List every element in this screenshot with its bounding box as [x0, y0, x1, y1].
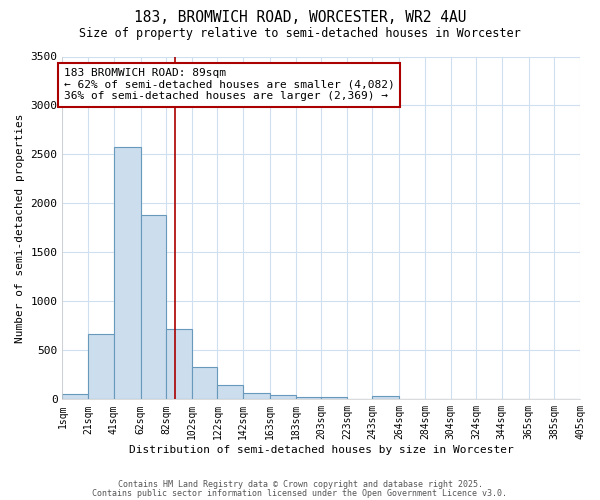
Bar: [243, 393, 270, 400]
Text: 183 BROMWICH ROAD: 89sqm
← 62% of semi-detached houses are smaller (4,082)
36% o: 183 BROMWICH ROAD: 89sqm ← 62% of semi-d…: [64, 68, 394, 102]
Bar: [217, 384, 243, 400]
Text: 183, BROMWICH ROAD, WORCESTER, WR2 4AU: 183, BROMWICH ROAD, WORCESTER, WR2 4AU: [134, 10, 466, 25]
Bar: [270, 396, 296, 400]
Bar: [321, 398, 347, 400]
Bar: [140, 215, 166, 400]
Bar: [166, 329, 192, 400]
X-axis label: Distribution of semi-detached houses by size in Worcester: Distribution of semi-detached houses by …: [129, 445, 514, 455]
Bar: [373, 396, 400, 400]
Bar: [62, 394, 88, 400]
Bar: [113, 146, 140, 400]
Bar: [88, 334, 113, 400]
Bar: [192, 367, 217, 400]
Text: Contains HM Land Registry data © Crown copyright and database right 2025.: Contains HM Land Registry data © Crown c…: [118, 480, 482, 489]
Bar: [296, 397, 321, 400]
Text: Size of property relative to semi-detached houses in Worcester: Size of property relative to semi-detach…: [79, 28, 521, 40]
Y-axis label: Number of semi-detached properties: Number of semi-detached properties: [15, 113, 25, 342]
Text: Contains public sector information licensed under the Open Government Licence v3: Contains public sector information licen…: [92, 488, 508, 498]
